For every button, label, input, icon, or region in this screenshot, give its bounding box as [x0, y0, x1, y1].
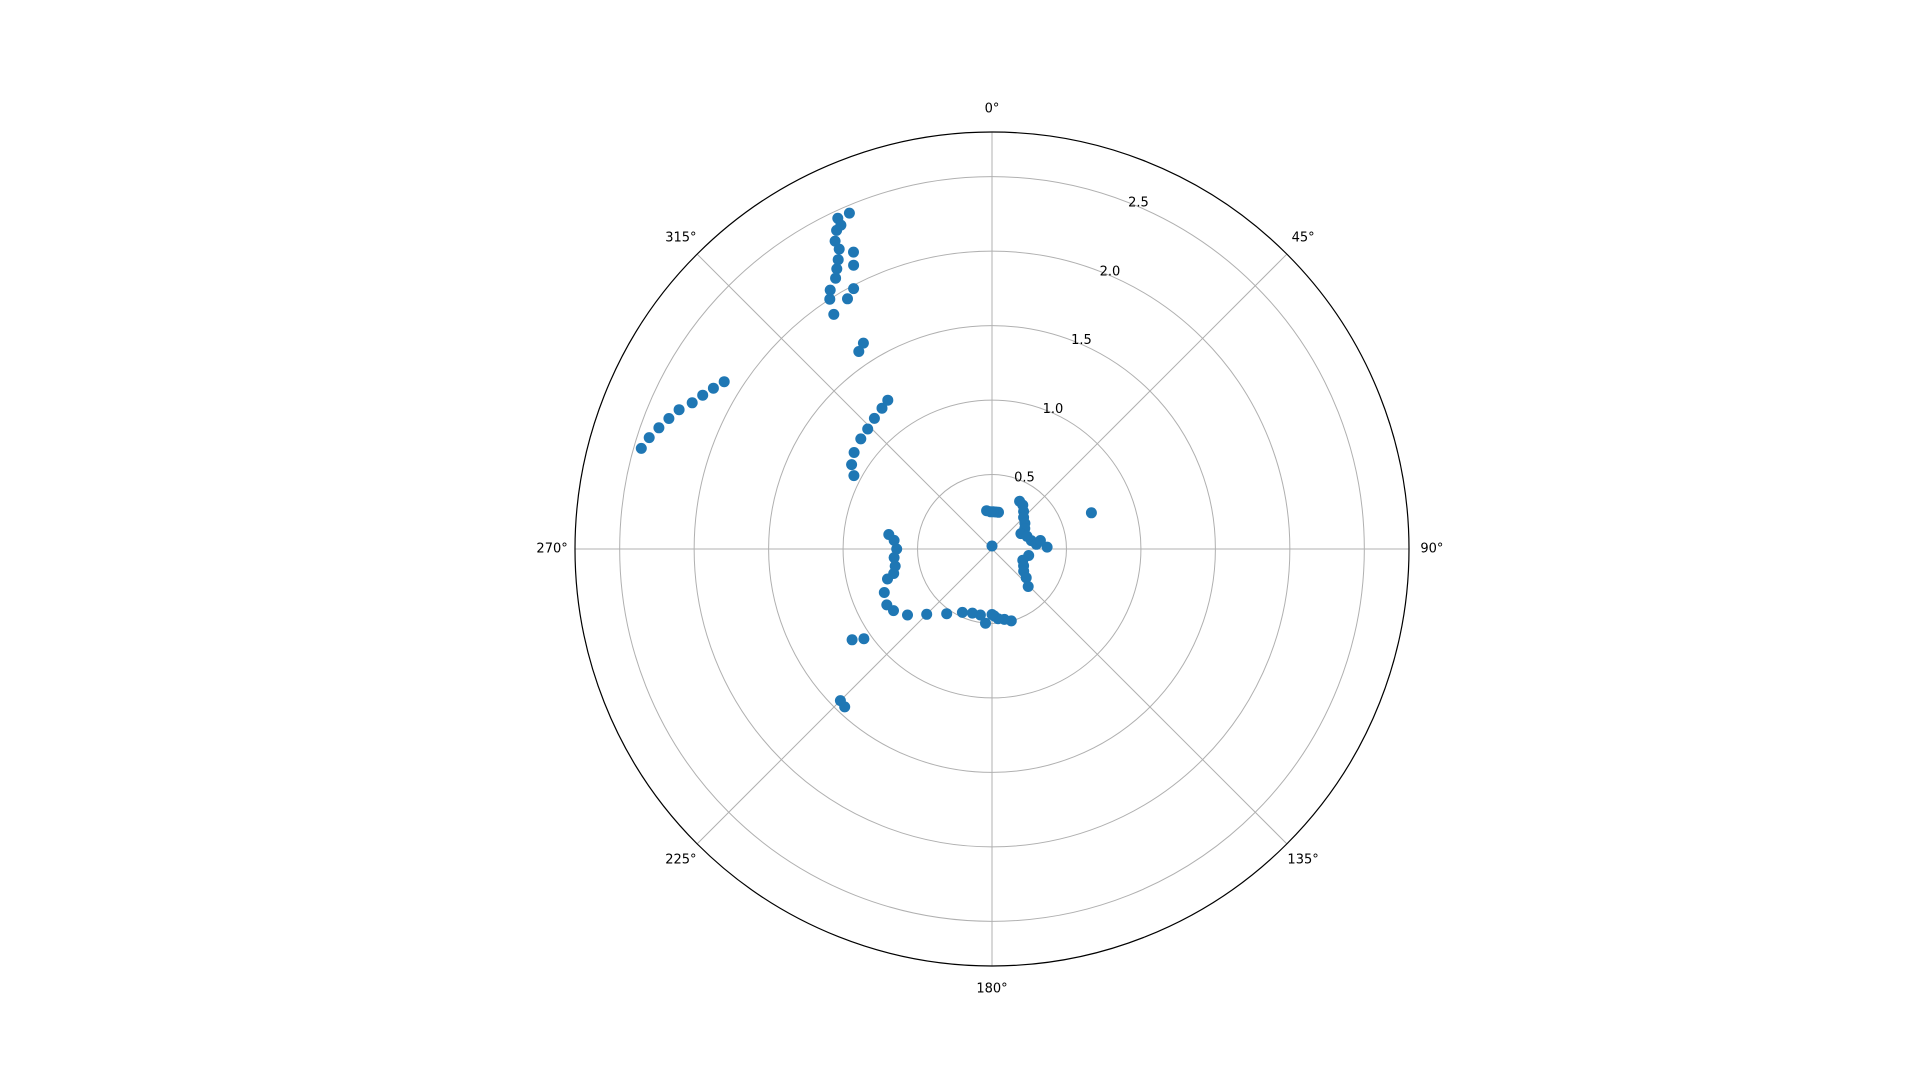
data-point — [828, 308, 840, 320]
r-tick-label: 0.5 — [1014, 471, 1035, 486]
data-point — [686, 397, 698, 409]
data-point — [889, 560, 901, 572]
data-point — [1085, 507, 1097, 519]
theta-gridline-315 — [696, 253, 993, 550]
theta-tick-label: 270° — [536, 542, 567, 557]
data-point — [980, 617, 991, 629]
data-point — [830, 272, 842, 284]
data-point — [846, 634, 858, 646]
data-point — [941, 608, 953, 620]
theta-tick-label: 315° — [665, 230, 696, 245]
data-point — [663, 413, 675, 424]
data-point — [986, 540, 998, 552]
data-point — [1041, 541, 1053, 553]
data-point — [848, 246, 859, 258]
data-point — [707, 382, 719, 394]
data-point — [635, 442, 647, 454]
data-point — [882, 394, 894, 406]
data-point — [986, 609, 998, 620]
data-point — [1020, 572, 1032, 584]
theta-tick-label: 135° — [1287, 853, 1318, 868]
theta-tick-label: 225° — [665, 853, 696, 868]
r-tick-label: 2.0 — [1100, 264, 1121, 279]
data-point — [846, 459, 858, 471]
data-point — [855, 433, 867, 445]
data-point — [831, 263, 843, 275]
data-point — [902, 609, 913, 621]
data-point — [848, 447, 860, 458]
data-point — [878, 587, 890, 598]
data-point — [981, 505, 993, 517]
data-point — [956, 606, 968, 618]
data-point — [824, 293, 836, 305]
data-point — [832, 254, 844, 266]
polar-grid — [575, 132, 1409, 966]
data-point — [857, 337, 869, 349]
r-gridline — [693, 250, 1291, 848]
data-point — [888, 552, 900, 564]
data-point — [1034, 535, 1046, 546]
data-point — [848, 283, 860, 295]
data-point — [697, 389, 709, 401]
polar-frame — [574, 131, 1410, 967]
theta-gridline-225 — [696, 548, 993, 845]
theta-gridline-135 — [991, 548, 1288, 845]
data-point — [824, 284, 836, 296]
data-point — [843, 207, 855, 219]
data-point — [966, 607, 978, 619]
theta-tick-label: 45° — [1292, 230, 1315, 245]
data-point — [1022, 581, 1034, 592]
r-tick-label: 1.5 — [1071, 333, 1092, 348]
data-point — [718, 376, 730, 388]
r-gridline — [768, 325, 1216, 773]
theta-tick-label: 180° — [976, 981, 1007, 996]
data-point — [653, 422, 665, 434]
data-point — [853, 346, 865, 357]
r-gridline — [917, 474, 1067, 624]
data-point — [673, 404, 685, 416]
data-point — [868, 412, 880, 424]
data-point — [834, 695, 846, 707]
data-point — [876, 402, 888, 414]
data-point — [883, 529, 895, 540]
theta-gridline-45 — [991, 253, 1288, 550]
r-tick-label: 2.5 — [1128, 196, 1149, 211]
data-point — [881, 599, 893, 611]
scatter-points — [635, 207, 1097, 713]
data-point — [891, 543, 903, 555]
data-point — [862, 423, 874, 435]
data-point — [848, 259, 860, 271]
r-gridline — [842, 399, 1142, 699]
data-point — [858, 633, 870, 645]
data-point — [643, 432, 655, 444]
tick-labels: 0° 45° 90° 135° 180° 225° 270° 315° 0.5 1.0 1.5 2.0… — [536, 102, 1443, 997]
r-gridline — [619, 176, 1365, 922]
data-point — [848, 470, 860, 482]
data-point — [921, 608, 933, 620]
data-point — [842, 293, 853, 305]
r-tick-label: 1.0 — [1043, 402, 1064, 417]
theta-tick-label: 90° — [1420, 542, 1443, 557]
theta-tick-label: 0° — [985, 102, 1000, 117]
data-point — [835, 219, 847, 231]
data-point — [829, 235, 841, 247]
